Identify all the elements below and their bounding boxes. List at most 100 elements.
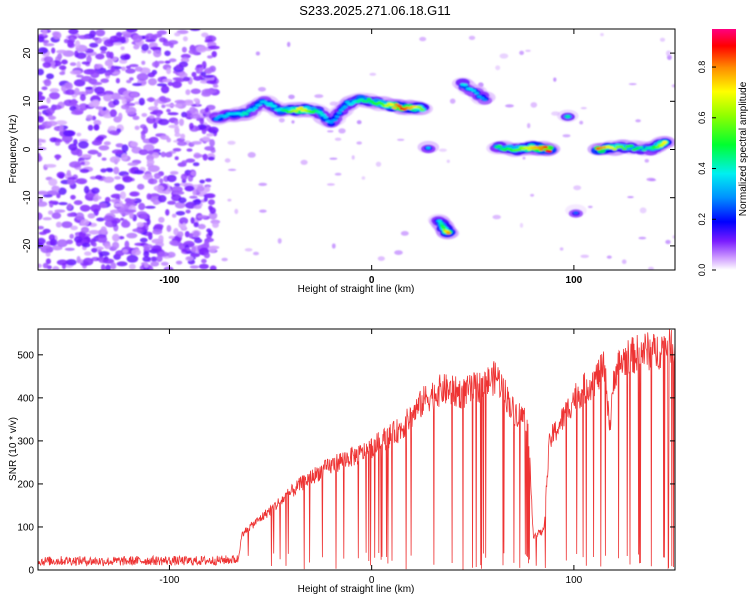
heatmap-noise-blob xyxy=(92,99,100,107)
heatmap-noise-blob xyxy=(103,90,114,96)
heatmap-noise-blob xyxy=(157,195,167,203)
heatmap-noise-blob xyxy=(139,237,148,243)
heatmap-noise-blob xyxy=(635,119,641,123)
heatmap-noise-blob xyxy=(244,248,253,252)
heatmap-ridge-cell xyxy=(253,106,258,110)
colorbar-tick-label: 0.0 xyxy=(697,264,707,277)
heatmap-noise-blob xyxy=(672,235,675,239)
heatmap-noise-blob xyxy=(221,257,228,262)
heatmap-ridge-cell xyxy=(239,113,245,117)
heatmap-noise-blob xyxy=(182,76,191,82)
heatmap-ridge-cell xyxy=(327,121,336,127)
heatmap-noise-blob xyxy=(100,226,107,235)
heatmap-noise-blob xyxy=(58,187,67,195)
heatmap-noise-blob xyxy=(182,36,188,42)
heatmap-noise-blob xyxy=(62,134,73,143)
heatmap-noise-blob xyxy=(600,33,604,37)
heatmap-noise-blob xyxy=(167,112,179,116)
heatmap-noise-blob xyxy=(314,94,324,98)
heatmap-noise-blob xyxy=(95,53,105,60)
heatmap-noise-blob xyxy=(142,173,154,180)
y-tick-label: 10 xyxy=(22,95,33,107)
heatmap-noise-blob xyxy=(204,146,216,151)
heatmap-noise-blob xyxy=(49,92,60,100)
heatmap-noise-blob xyxy=(106,168,114,173)
heatmap-noise-blob xyxy=(277,238,282,244)
heatmap-noise-blob xyxy=(134,66,143,72)
heatmap-ridge-cell xyxy=(338,108,344,112)
heatmap-noise-blob xyxy=(173,228,179,236)
heatmap-noise-blob xyxy=(449,98,456,104)
heatmap-noise-blob xyxy=(80,93,86,102)
heatmap-noise-blob xyxy=(207,246,217,253)
heatmap-noise-blob xyxy=(80,219,90,226)
heatmap-noise-blob xyxy=(55,221,62,228)
heatmap-noise-blob xyxy=(148,78,157,86)
heatmap-ridge-cell xyxy=(628,144,634,148)
heatmap-ridge-cell xyxy=(547,150,552,153)
heatmap-noise-blob xyxy=(356,141,363,145)
heatmap-ridge-cell xyxy=(268,102,273,105)
x-tick-label: 100 xyxy=(566,575,583,586)
heatmap-noise-blob xyxy=(203,252,210,259)
heatmap-noise-blob xyxy=(108,125,117,132)
heatmap-noise-blob xyxy=(100,168,107,173)
heatmap-noise-blob xyxy=(205,193,216,199)
heatmap-noise-blob xyxy=(224,158,231,163)
heatmap-noise-blob xyxy=(580,254,589,258)
heatmap-noise-blob xyxy=(189,195,198,199)
heatmap-noise-blob xyxy=(202,74,214,79)
heatmap-ridge-cell xyxy=(257,103,263,106)
colorbar-gradient xyxy=(712,29,736,270)
heatmap-noise-blob xyxy=(159,134,170,140)
heatmap-noise-blob xyxy=(190,88,201,95)
heatmap-noise-blob xyxy=(110,65,115,73)
heatmap-noise-blob xyxy=(172,148,182,152)
heatmap-noise-blob xyxy=(527,123,531,129)
heatmap-noise-blob xyxy=(638,236,647,240)
heatmap-ridge-cell xyxy=(608,146,614,150)
heatmap-noise-blob xyxy=(671,84,675,88)
heatmap-noise-blob xyxy=(204,184,211,188)
heatmap-noise-blob xyxy=(205,186,211,193)
heatmap-noise-blob xyxy=(208,211,218,220)
heatmap-noise-blob xyxy=(125,68,136,74)
colorbar-tick-label: 0.2 xyxy=(697,213,707,226)
heatmap-noise-blob xyxy=(43,56,54,63)
heatmap-noise-blob xyxy=(174,156,179,161)
heatmap-noise-blob xyxy=(51,104,62,110)
heatmap-noise-blob xyxy=(138,149,149,156)
heatmap-noise-blob xyxy=(177,231,184,238)
heatmap-noise-blob xyxy=(115,143,124,148)
heatmap-noise-blob xyxy=(394,250,403,256)
heatmap-noise-blob xyxy=(369,72,377,76)
colorbar-ticks: 0.0 0.2 0.4 0.6 0.8 xyxy=(697,61,716,276)
heatmap-noise-blob xyxy=(38,47,49,54)
heatmap-noise-blob xyxy=(71,110,84,115)
heatmap-noise-blob xyxy=(95,175,103,180)
heatmap-noise-blob xyxy=(199,118,205,125)
heatmap-noise-blob xyxy=(38,106,44,110)
heatmap-noise-blob xyxy=(126,29,138,33)
y-tick-label: 20 xyxy=(22,47,33,59)
heatmap-noise-blob xyxy=(446,159,450,163)
heatmap-noise-blob xyxy=(67,203,73,210)
heatmap-noise-blob xyxy=(97,152,102,157)
heatmap-noise-blob xyxy=(46,97,51,104)
heatmap-noise-blob xyxy=(89,30,96,38)
x-tick-label: -100 xyxy=(159,575,179,586)
heatmap-noise-blob xyxy=(129,263,136,270)
heatmap-noise-blob xyxy=(167,251,176,258)
heatmap-noise-blob xyxy=(377,256,385,261)
heatmap-noise-blob xyxy=(160,151,166,158)
heatmap-noise-blob xyxy=(326,183,335,186)
heatmap-noise-blob xyxy=(79,204,91,212)
heatmap-noise-blob xyxy=(165,209,170,216)
heatmap-noise-blob xyxy=(158,216,165,223)
heatmap-noise-blob xyxy=(185,256,194,262)
heatmap-noise-blob xyxy=(145,33,155,41)
heatmap-ridge-cell xyxy=(482,98,488,102)
heatmap-noise-blob xyxy=(142,244,153,250)
heatmap-ridge-cell xyxy=(573,211,579,215)
heatmap-noise-blob xyxy=(193,198,202,205)
